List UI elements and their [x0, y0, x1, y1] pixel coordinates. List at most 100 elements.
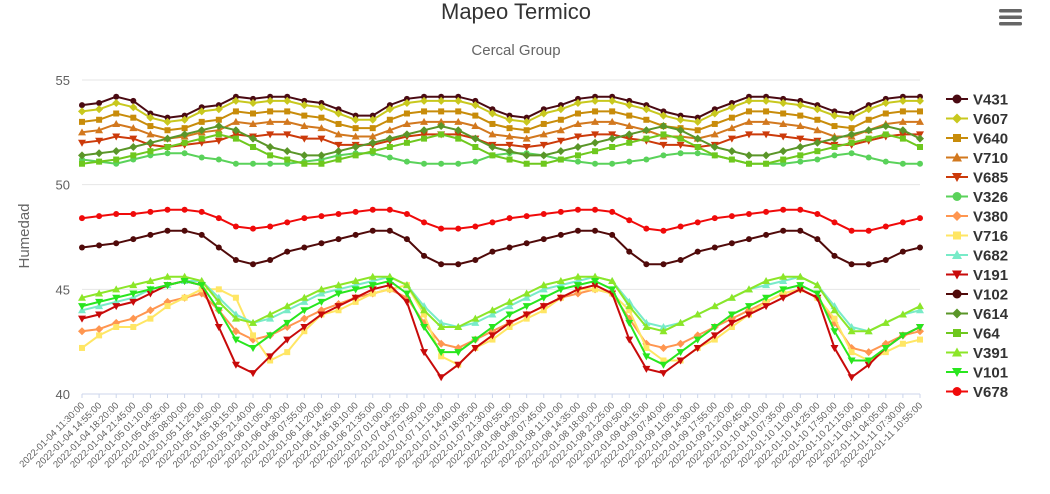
data-point[interactable]: [318, 213, 325, 220]
data-point[interactable]: [78, 151, 86, 160]
data-point[interactable]: [334, 281, 343, 289]
data-point[interactable]: [727, 103, 736, 112]
data-point[interactable]: [437, 323, 446, 331]
data-point[interactable]: [676, 349, 685, 357]
data-point[interactable]: [899, 160, 906, 167]
data-point[interactable]: [848, 227, 855, 234]
data-point[interactable]: [421, 219, 428, 226]
data-point[interactable]: [727, 124, 736, 132]
data-point[interactable]: [164, 206, 171, 213]
data-point[interactable]: [180, 115, 189, 124]
data-point[interactable]: [898, 131, 907, 139]
data-point[interactable]: [693, 134, 702, 143]
data-point[interactable]: [625, 319, 634, 327]
data-point[interactable]: [745, 93, 752, 100]
data-point[interactable]: [608, 286, 617, 294]
data-point[interactable]: [557, 102, 564, 109]
data-point[interactable]: [284, 93, 291, 100]
data-point[interactable]: [214, 307, 223, 315]
data-point[interactable]: [762, 151, 771, 160]
data-point[interactable]: [146, 113, 155, 122]
data-point[interactable]: [865, 135, 872, 142]
data-point[interactable]: [505, 319, 514, 327]
data-point[interactable]: [250, 143, 257, 150]
data-point[interactable]: [489, 152, 496, 159]
data-point[interactable]: [573, 133, 582, 141]
data-point[interactable]: [267, 152, 274, 159]
data-point[interactable]: [129, 298, 138, 306]
data-point[interactable]: [694, 219, 701, 226]
data-point[interactable]: [266, 353, 275, 361]
data-point[interactable]: [472, 97, 479, 104]
data-point[interactable]: [249, 318, 258, 326]
data-point[interactable]: [130, 210, 137, 217]
data-point[interactable]: [522, 303, 531, 311]
data-point[interactable]: [181, 139, 188, 146]
data-point[interactable]: [130, 236, 137, 243]
data-point[interactable]: [847, 327, 856, 335]
data-point[interactable]: [693, 344, 702, 352]
data-point[interactable]: [249, 134, 258, 143]
data-point[interactable]: [318, 100, 325, 107]
data-point[interactable]: [796, 282, 805, 290]
data-point[interactable]: [643, 116, 650, 123]
data-point[interactable]: [421, 252, 428, 259]
data-point[interactable]: [813, 126, 822, 134]
data-point[interactable]: [780, 227, 787, 234]
data-point[interactable]: [676, 318, 685, 326]
data-point[interactable]: [267, 160, 274, 167]
data-point[interactable]: [831, 123, 838, 130]
data-point[interactable]: [848, 139, 855, 146]
data-point[interactable]: [864, 126, 873, 135]
data-point[interactable]: [506, 112, 513, 119]
data-point[interactable]: [420, 324, 429, 332]
data-point[interactable]: [916, 302, 924, 310]
data-point[interactable]: [609, 231, 616, 238]
data-point[interactable]: [797, 97, 804, 104]
data-point[interactable]: [386, 227, 393, 234]
data-point[interactable]: [301, 160, 308, 167]
data-point[interactable]: [780, 206, 787, 213]
data-point[interactable]: [677, 150, 684, 157]
data-point[interactable]: [147, 315, 154, 322]
data-point[interactable]: [454, 131, 463, 139]
data-point[interactable]: [471, 344, 480, 352]
data-point[interactable]: [471, 318, 480, 326]
data-point[interactable]: [369, 206, 376, 213]
data-point[interactable]: [592, 108, 599, 115]
data-point[interactable]: [403, 210, 410, 217]
data-point[interactable]: [899, 248, 906, 255]
data-point[interactable]: [779, 99, 788, 108]
data-point[interactable]: [335, 120, 342, 127]
data-point[interactable]: [643, 135, 650, 142]
data-point[interactable]: [113, 93, 120, 100]
data-point[interactable]: [916, 324, 924, 332]
data-point[interactable]: [300, 307, 309, 315]
data-point[interactable]: [403, 95, 410, 102]
data-point[interactable]: [522, 311, 531, 319]
legend-item-v391[interactable]: V391: [946, 345, 1008, 362]
data-point[interactable]: [198, 104, 205, 111]
data-point[interactable]: [197, 282, 206, 290]
data-point[interactable]: [917, 93, 923, 100]
data-point[interactable]: [96, 242, 103, 249]
data-point[interactable]: [113, 156, 120, 163]
data-point[interactable]: [471, 314, 480, 322]
data-point[interactable]: [540, 160, 547, 167]
data-point[interactable]: [129, 103, 138, 112]
data-point[interactable]: [522, 289, 531, 297]
data-point[interactable]: [301, 97, 308, 104]
data-point[interactable]: [830, 134, 839, 143]
data-point[interactable]: [523, 160, 530, 167]
data-point[interactable]: [78, 128, 86, 136]
data-point[interactable]: [420, 131, 429, 139]
data-point[interactable]: [284, 219, 291, 226]
data-point[interactable]: [351, 286, 360, 294]
data-point[interactable]: [574, 152, 581, 159]
data-point[interactable]: [694, 248, 701, 255]
data-point[interactable]: [489, 219, 496, 226]
data-point[interactable]: [147, 231, 154, 238]
data-point[interactable]: [301, 215, 308, 222]
data-point[interactable]: [539, 281, 548, 289]
data-point[interactable]: [318, 160, 325, 167]
